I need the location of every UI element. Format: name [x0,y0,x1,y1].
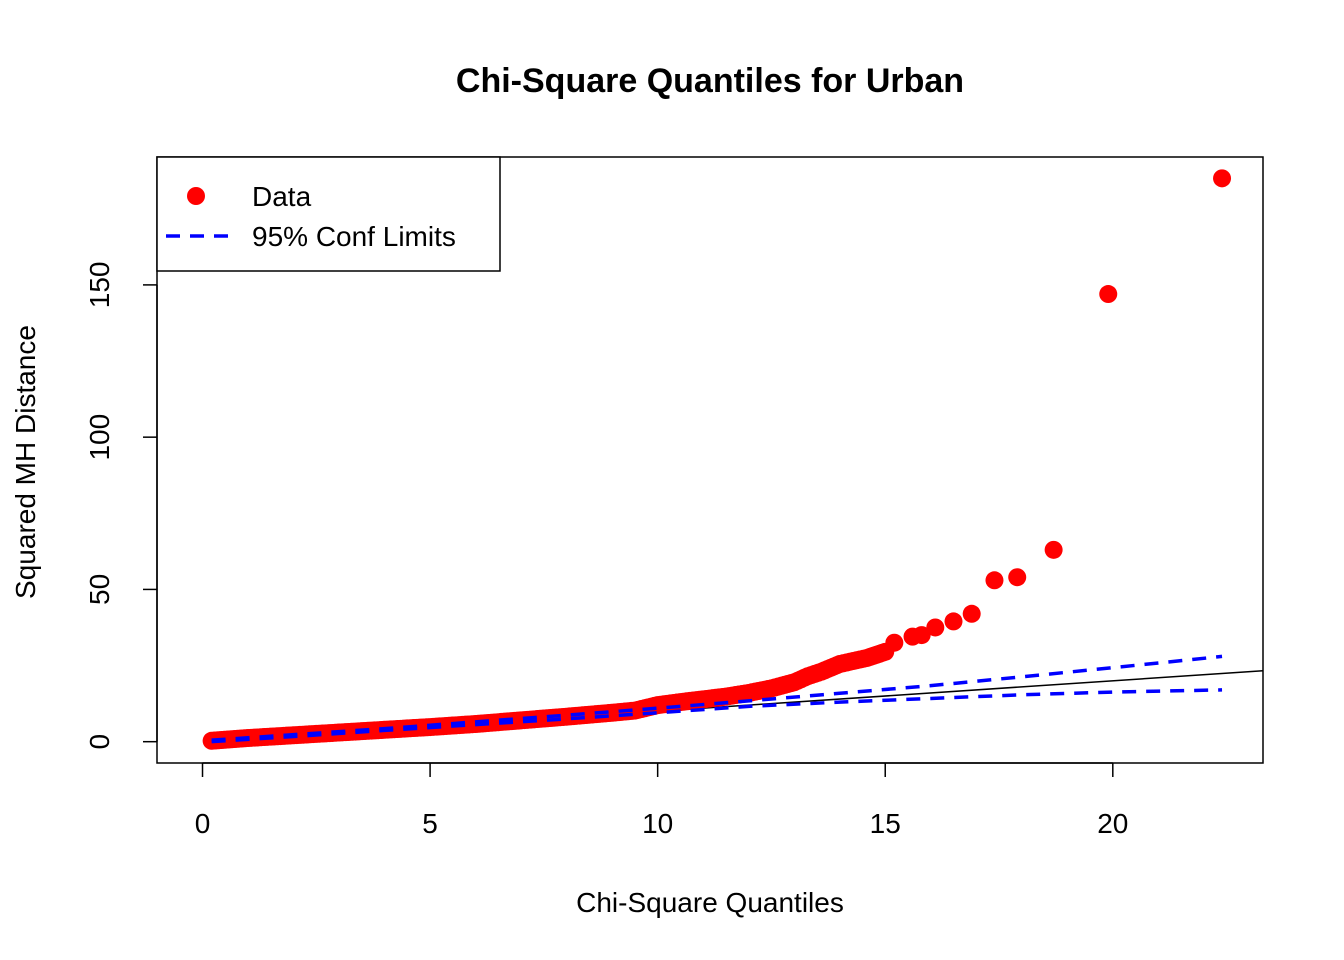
confidence-limits-layer [211,654,1223,744]
x-tick-label: 5 [422,808,438,839]
legend: Data 95% Conf Limits [156,156,501,272]
legend-box [156,156,501,272]
legend-conf-label: 95% Conf Limits [252,221,456,252]
x-tick-label: 15 [870,808,901,839]
x-tick-label: 10 [642,808,673,839]
x-axis: 0 5 10 15 20 [195,762,1128,839]
legend-data-label: Data [252,181,312,212]
data-point [912,626,931,645]
data-point [985,571,1004,590]
x-axis-label: Chi-Square Quantiles [576,887,844,918]
y-tick-label: 50 [84,574,115,605]
conf-limit-upper [211,654,1223,742]
y-tick-label: 100 [84,414,115,461]
y-axis-label: Squared MH Distance [10,325,41,599]
plot-area [202,169,1264,750]
data-point [962,604,981,623]
data-point [1044,540,1063,559]
data-point [944,612,963,631]
y-tick-label: 0 [84,734,115,750]
data-point [926,618,945,637]
y-tick-label: 150 [84,262,115,309]
data-point [885,633,904,652]
conf-limit-lower [211,688,1223,744]
data-point [1008,568,1027,587]
chart-title: Chi-Square Quantiles for Urban [456,62,964,100]
x-tick-label: 0 [195,808,211,839]
x-tick-label: 20 [1097,808,1128,839]
data-point [1213,169,1232,188]
data-point [1099,285,1118,304]
legend-data-marker [187,187,205,205]
y-axis: 0 50 100 150 [84,262,158,750]
